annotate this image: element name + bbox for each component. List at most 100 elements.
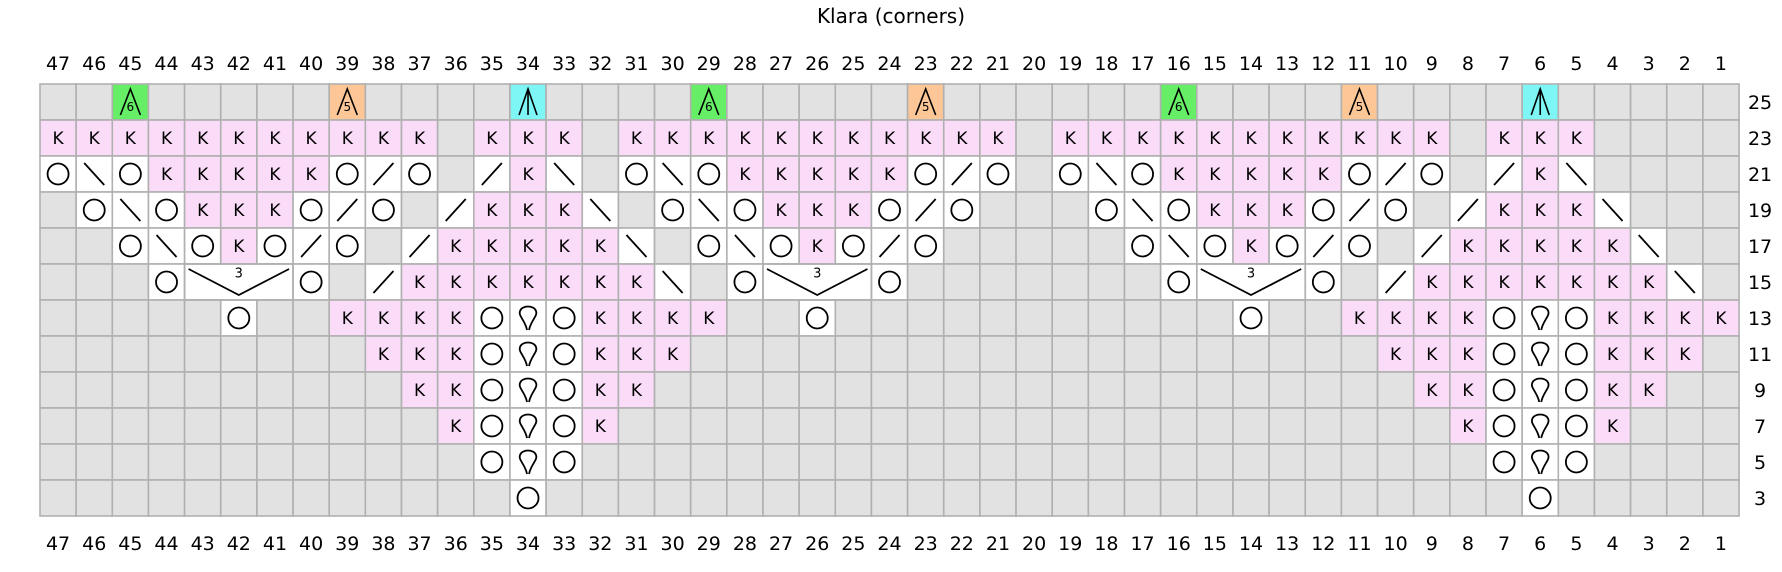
column-number-top: 1 [1715,53,1727,75]
yarn-over-mark [299,270,323,294]
cell-yarn-over [1412,155,1451,193]
knit-label: K [1101,129,1113,149]
column-number-top: 19 [1058,53,1082,75]
knit-label: K [486,237,498,257]
yarn-over-mark [155,198,178,222]
cell-twisted [1521,443,1560,481]
k2tog-mark [1312,234,1334,258]
knit-label: K [233,237,245,257]
ssk-mark [1601,198,1624,222]
cell-empty [1449,119,1487,157]
cell-yarn-over [1123,227,1162,265]
knit-label: K [1426,273,1438,293]
bobble-cell [764,265,871,299]
column-number-bottom: 41 [263,533,287,555]
column-number-bottom: 43 [191,533,215,555]
column-number-bottom: 36 [444,533,468,555]
yarn-over-mark [878,270,901,294]
cell-empty [1015,119,1053,157]
knit-label: K [1498,201,1510,221]
cell-empty [147,299,186,337]
cell-empty [111,479,150,517]
column-number-bottom: 40 [299,533,323,555]
cell-knit [581,227,620,265]
cell-empty [1304,299,1343,337]
cell-yarn-over [1485,443,1523,481]
yarn-over-mark [299,198,323,222]
knit-label: K [559,237,571,257]
k2tog-mark [481,162,503,186]
knit-label: K [595,237,607,257]
knit-label: K [197,201,209,221]
column-number-bottom: 18 [1094,533,1118,555]
decrease-6-mark [1167,86,1190,116]
cell-knit [1485,191,1523,229]
cell-empty [147,407,186,445]
cell-empty [1123,335,1162,373]
cell-yarn-over [942,191,981,229]
cell-knit [256,119,294,157]
yarn-over-mark [986,162,1010,186]
cell-empty [1123,479,1162,517]
yarn-over-mark [1564,306,1588,330]
knit-label: K [1462,237,1474,257]
knit-label: K [1643,345,1655,365]
cell-empty [1340,263,1379,301]
cell-yarn-over [328,227,367,265]
cell-empty [39,299,77,337]
cell-twisted [509,407,547,445]
twisted-loop-mark [518,377,538,403]
cell-empty [1702,83,1740,121]
knit-label: K [631,273,643,293]
cell-knit [292,119,330,157]
column-number-bottom: 44 [154,533,178,555]
row-numbers: 25 23 21 19 17 15 13 11 9 7 5 3 [1748,92,1772,510]
knit-label: K [559,129,571,149]
cell-yarn-over [653,191,692,229]
cell-empty [39,371,77,409]
twisted-loop-mark [518,341,538,367]
knit-label: K [450,417,462,437]
column-number-bottom: 21 [986,533,1010,555]
cell-empty [1051,299,1090,337]
cell-empty [1051,191,1090,229]
cell-empty [256,299,294,337]
cell-empty [1087,83,1126,121]
row-number: 23 [1748,128,1772,150]
cell-twisted [1521,371,1560,409]
knit-label: K [848,129,860,149]
cell-yarn-over [292,191,330,229]
bottom-column-numbers: 47 46 45 44 43 42 41 40 39 38 37 36 35 34 33 32 31 30 29 28… [46,533,1727,555]
cell-empty [798,407,837,445]
cell-empty [1159,443,1198,481]
cell-empty [75,263,114,301]
knit-label: K [884,165,896,185]
decrease-5-number: 5 [922,100,930,114]
cell-knit [942,119,981,157]
cell-knit [256,155,294,193]
cell-empty [798,335,837,373]
cell-empty [1557,479,1596,517]
cell-empty [75,335,114,373]
knit-label: K [1679,345,1691,365]
cell-empty [75,407,114,445]
cell-knit [1521,263,1560,301]
knit-label: K [812,165,824,185]
knit-label: K [1282,165,1294,185]
cell-empty [545,83,584,121]
yarn-over-mark [552,414,576,438]
cell-knit [906,119,945,157]
column-number-top: 25 [841,53,865,75]
cell-knit [617,263,656,301]
cell-empty [1665,227,1704,265]
yarn-over-mark [1492,414,1516,438]
cell-knit [183,155,222,193]
ssk-mark [661,162,684,186]
yarn-over-mark [480,342,504,366]
cell-knit [1629,299,1668,337]
bobble-3-mark [188,268,290,297]
row-number: 17 [1748,236,1772,258]
cell-empty [979,407,1017,445]
column-number-top: 32 [588,53,612,75]
row-number: 13 [1748,308,1772,330]
